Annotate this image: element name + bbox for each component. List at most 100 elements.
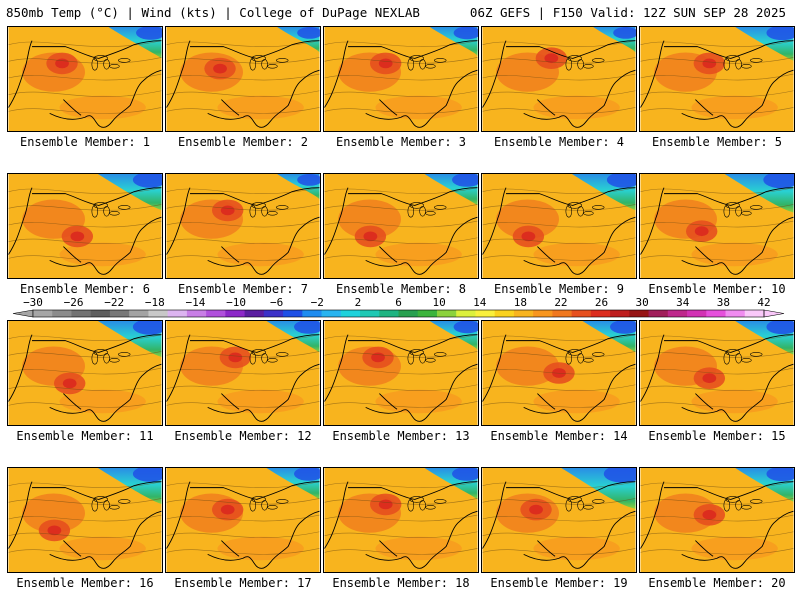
colorbar-swatch — [360, 310, 380, 317]
panel-label: Ensemble Member: 13 — [332, 429, 470, 443]
ensemble-member-map — [481, 320, 637, 426]
colorbar-label: −6 — [270, 296, 283, 309]
colorbar-swatch — [610, 310, 630, 317]
colorbar-swatch — [744, 310, 765, 317]
ensemble-member-map — [639, 26, 795, 132]
colorbar-swatch — [263, 310, 284, 317]
ensemble-member-map — [7, 320, 163, 426]
colorbar-label: −26 — [64, 296, 84, 309]
colorbar-swatch — [321, 310, 342, 317]
panel-label: Ensemble Member: 10 — [648, 282, 786, 296]
colorbar-swatch — [109, 310, 130, 317]
colorbar-swatch — [167, 310, 188, 317]
panel-label: Ensemble Member: 15 — [648, 429, 786, 443]
colorbar-swatch — [513, 310, 534, 317]
panel-label: Ensemble Member: 5 — [651, 135, 783, 149]
colorbar-swatch — [340, 310, 361, 317]
colorbar-label: −2 — [311, 296, 324, 309]
colorbar-swatch — [71, 310, 92, 317]
panel-label: Ensemble Member: 19 — [490, 576, 628, 590]
panel-label: Ensemble Member: 1 — [19, 135, 151, 149]
panel-label: Ensemble Member: 8 — [335, 282, 467, 296]
colorbar-label: 30 — [636, 296, 649, 309]
ensemble-member-map — [165, 320, 321, 426]
colorbar-swatch — [52, 310, 72, 317]
ensemble-member-map — [165, 173, 321, 279]
colorbar-swatch — [706, 310, 727, 317]
colorbar-label: −10 — [226, 296, 246, 309]
panel-label: Ensemble Member: 2 — [177, 135, 309, 149]
ensemble-member-map — [639, 320, 795, 426]
colorbar-min-arrow — [12, 309, 34, 318]
panel-label: Ensemble Member: 12 — [174, 429, 312, 443]
colorbar-swatch — [629, 310, 650, 317]
panel-label: Ensemble Member: 11 — [16, 429, 154, 443]
map-title: 850mb Temp (°C) | Wind (kts) | College o… — [6, 5, 420, 20]
ensemble-member-map — [7, 467, 163, 573]
panel-label: Ensemble Member: 16 — [16, 576, 154, 590]
colorbar-label: 26 — [595, 296, 608, 309]
ensemble-member-map — [481, 26, 637, 132]
ensemble-member-map — [323, 26, 479, 132]
ensemble-member-map — [323, 173, 479, 279]
colorbar-swatch — [33, 310, 53, 317]
colorbar-swatch — [302, 310, 323, 317]
colorbar-swatch — [571, 310, 592, 317]
colorbar-swatch — [186, 310, 207, 317]
ensemble-member-map — [481, 467, 637, 573]
ensemble-member-map — [323, 467, 479, 573]
colorbar-swatch — [725, 310, 746, 317]
colorbar-frame — [32, 309, 765, 318]
panel-label: Ensemble Member: 3 — [335, 135, 467, 149]
colorbar-max-arrow — [763, 309, 785, 318]
panel-label: Ensemble Member: 9 — [493, 282, 625, 296]
colorbar-swatch — [206, 310, 226, 317]
colorbar-swatch — [398, 310, 419, 317]
colorbar-label: 42 — [757, 296, 770, 309]
colorbar-label: 6 — [395, 296, 402, 309]
ensemble-member-map — [165, 26, 321, 132]
panel-label: Ensemble Member: 6 — [19, 282, 151, 296]
model-run-info: 06Z GEFS | F150 Valid: 12Z SUN SEP 28 20… — [469, 5, 786, 20]
ensemble-member-map — [165, 467, 321, 573]
colorbar-swatch — [552, 310, 573, 317]
panel-label: Ensemble Member: 17 — [174, 576, 312, 590]
colorbar-label: −22 — [104, 296, 124, 309]
colorbar-swatch — [417, 310, 438, 317]
ensemble-member-map — [7, 26, 163, 132]
colorbar-label: 2 — [355, 296, 362, 309]
panel-label: Ensemble Member: 20 — [648, 576, 786, 590]
colorbar-swatch — [283, 310, 303, 317]
temperature-colorbar: −30 −26 −22 −18 −14 −10 −6 −2 2 6 10 14 18 22 26 30 34 38… — [12, 296, 785, 318]
ensemble-member-map — [481, 173, 637, 279]
colorbar-swatch — [379, 310, 399, 317]
ensemble-member-map — [323, 320, 479, 426]
colorbar-swatch — [129, 310, 149, 317]
colorbar-swatch — [687, 310, 707, 317]
colorbar-swatch — [648, 310, 669, 317]
panel-label: Ensemble Member: 18 — [332, 576, 470, 590]
colorbar-swatch — [494, 310, 515, 317]
colorbar-label: 34 — [676, 296, 690, 309]
colorbar-label: 18 — [514, 296, 527, 309]
ensemble-member-map — [639, 173, 795, 279]
panel-label: Ensemble Member: 14 — [490, 429, 628, 443]
colorbar-label: 10 — [432, 296, 445, 309]
colorbar-swatch — [475, 310, 496, 317]
colorbar-label: 38 — [717, 296, 730, 309]
colorbar-label: −18 — [145, 296, 165, 309]
colorbar-swatch — [225, 310, 246, 317]
colorbar-swatch — [667, 310, 688, 317]
panel-label: Ensemble Member: 4 — [493, 135, 625, 149]
colorbar-label: −14 — [186, 296, 206, 309]
ensemble-member-map — [639, 467, 795, 573]
panel-label: Ensemble Member: 7 — [177, 282, 309, 296]
colorbar-label: 22 — [554, 296, 567, 309]
colorbar-swatch — [244, 310, 265, 317]
colorbar-swatch — [456, 310, 476, 317]
ensemble-member-map — [7, 173, 163, 279]
colorbar-swatch — [90, 310, 111, 317]
colorbar-label: −30 — [23, 296, 43, 309]
colorbar-swatch — [148, 310, 169, 317]
colorbar-label: 14 — [473, 296, 487, 309]
